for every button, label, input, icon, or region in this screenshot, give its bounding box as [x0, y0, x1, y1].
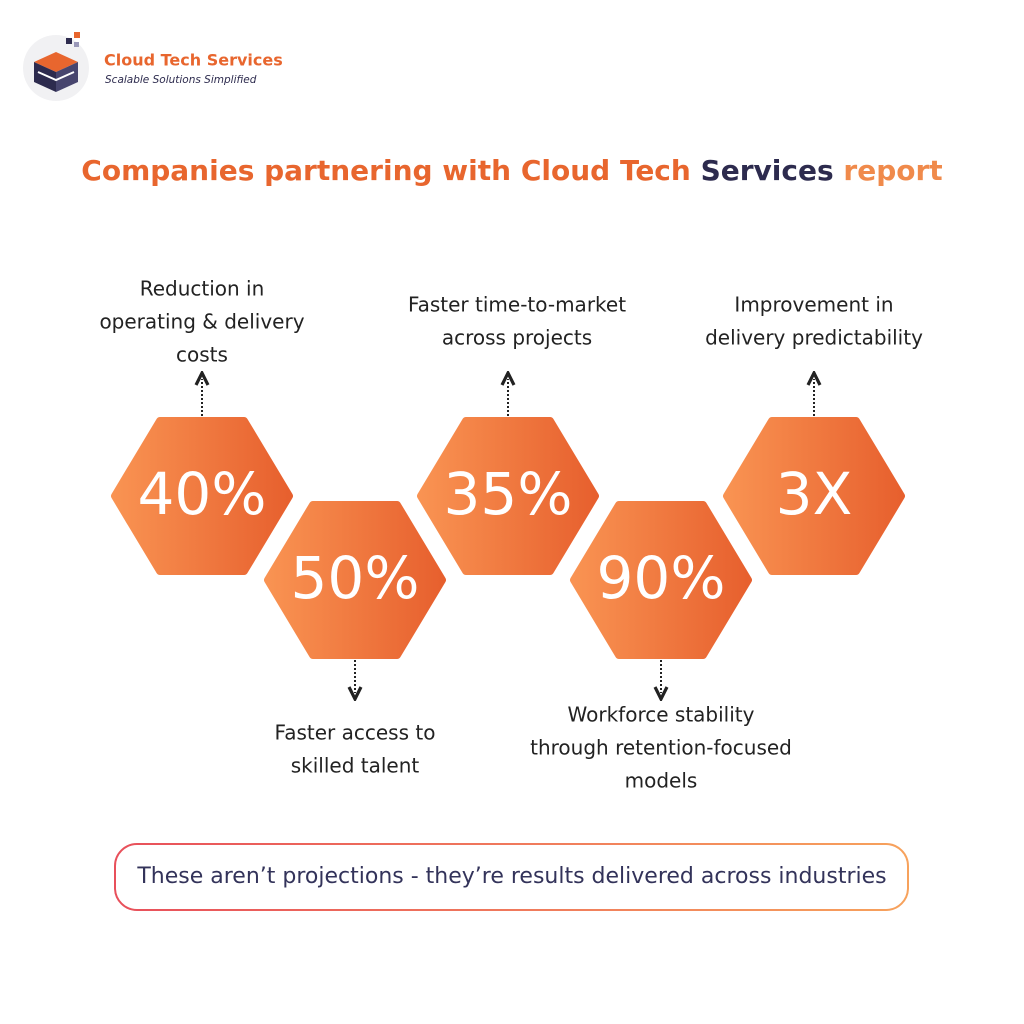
stat-label: Workforce stability — [568, 703, 755, 727]
footer-text: These aren’t projections - they’re resul… — [136, 864, 886, 889]
hexagon — [264, 501, 446, 659]
stat-label: Faster access to — [275, 721, 436, 745]
title: Companies partnering with Cloud Tech Ser… — [81, 154, 942, 187]
stat-label: across projects — [442, 326, 592, 350]
title-part: Services — [701, 154, 834, 187]
stat-value: 35% — [444, 460, 573, 528]
hexagon — [417, 417, 599, 575]
stat-label: Faster time-to-market — [408, 293, 626, 317]
brand-name: Cloud Tech Services — [104, 51, 283, 70]
brand-tagline: Scalable Solutions Simplified — [105, 74, 257, 86]
stats: 40% Reduction in operating & delivery costs… — [99, 277, 923, 793]
title-part: report — [843, 154, 942, 187]
logo — [23, 32, 89, 101]
stat-label: through retention-focused — [530, 736, 792, 760]
stat-label: costs — [176, 343, 228, 367]
stat-value: 3X — [776, 460, 853, 528]
stat-label: models — [625, 769, 698, 793]
stat-value: 90% — [597, 544, 726, 612]
stat-label: Improvement in — [734, 293, 893, 317]
stat-label: delivery predictability — [705, 326, 923, 350]
footer-box — [114, 843, 909, 911]
stat-value: 50% — [291, 544, 420, 612]
stat-label: operating & delivery — [99, 310, 304, 334]
hexagon — [723, 417, 905, 575]
title-part: Companies partnering with Cloud Tech — [81, 154, 691, 187]
stat-label: skilled talent — [291, 754, 420, 778]
hexagon — [111, 417, 293, 575]
hexagon — [570, 501, 752, 659]
stat-value: 40% — [138, 460, 267, 528]
stat-label: Reduction in — [140, 277, 265, 301]
